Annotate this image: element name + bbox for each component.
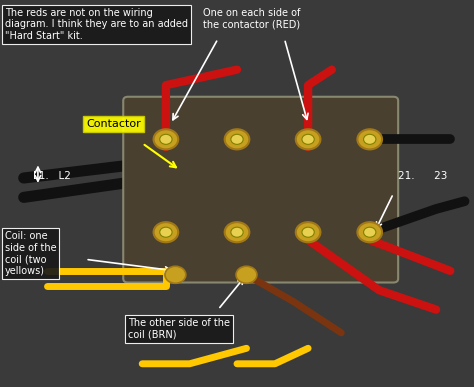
Text: Contactor: Contactor	[86, 119, 141, 129]
Circle shape	[296, 222, 320, 242]
Text: Coil: one
side of the
coil (two
yellows): Coil: one side of the coil (two yellows)	[5, 231, 56, 276]
Circle shape	[302, 227, 314, 237]
Circle shape	[160, 134, 172, 144]
Circle shape	[225, 222, 249, 242]
Circle shape	[225, 129, 249, 149]
Circle shape	[231, 227, 243, 237]
Circle shape	[231, 134, 243, 144]
Text: The other side of the
coil (BRN): The other side of the coil (BRN)	[128, 318, 230, 340]
Text: The reds are not on the wiring
diagram. I think they are to an added
"Hard Start: The reds are not on the wiring diagram. …	[5, 8, 188, 41]
Text: 21.      23: 21. 23	[398, 171, 447, 181]
Circle shape	[357, 129, 382, 149]
Circle shape	[154, 129, 178, 149]
Circle shape	[302, 134, 314, 144]
Circle shape	[236, 266, 257, 283]
Circle shape	[296, 129, 320, 149]
Text: One on each side of
the contactor (RED): One on each side of the contactor (RED)	[202, 8, 300, 29]
Text: L1.   L2: L1. L2	[33, 171, 71, 181]
Circle shape	[364, 227, 376, 237]
Circle shape	[364, 134, 376, 144]
Circle shape	[154, 222, 178, 242]
Circle shape	[160, 227, 172, 237]
FancyBboxPatch shape	[123, 97, 398, 283]
Circle shape	[165, 266, 186, 283]
Circle shape	[357, 222, 382, 242]
